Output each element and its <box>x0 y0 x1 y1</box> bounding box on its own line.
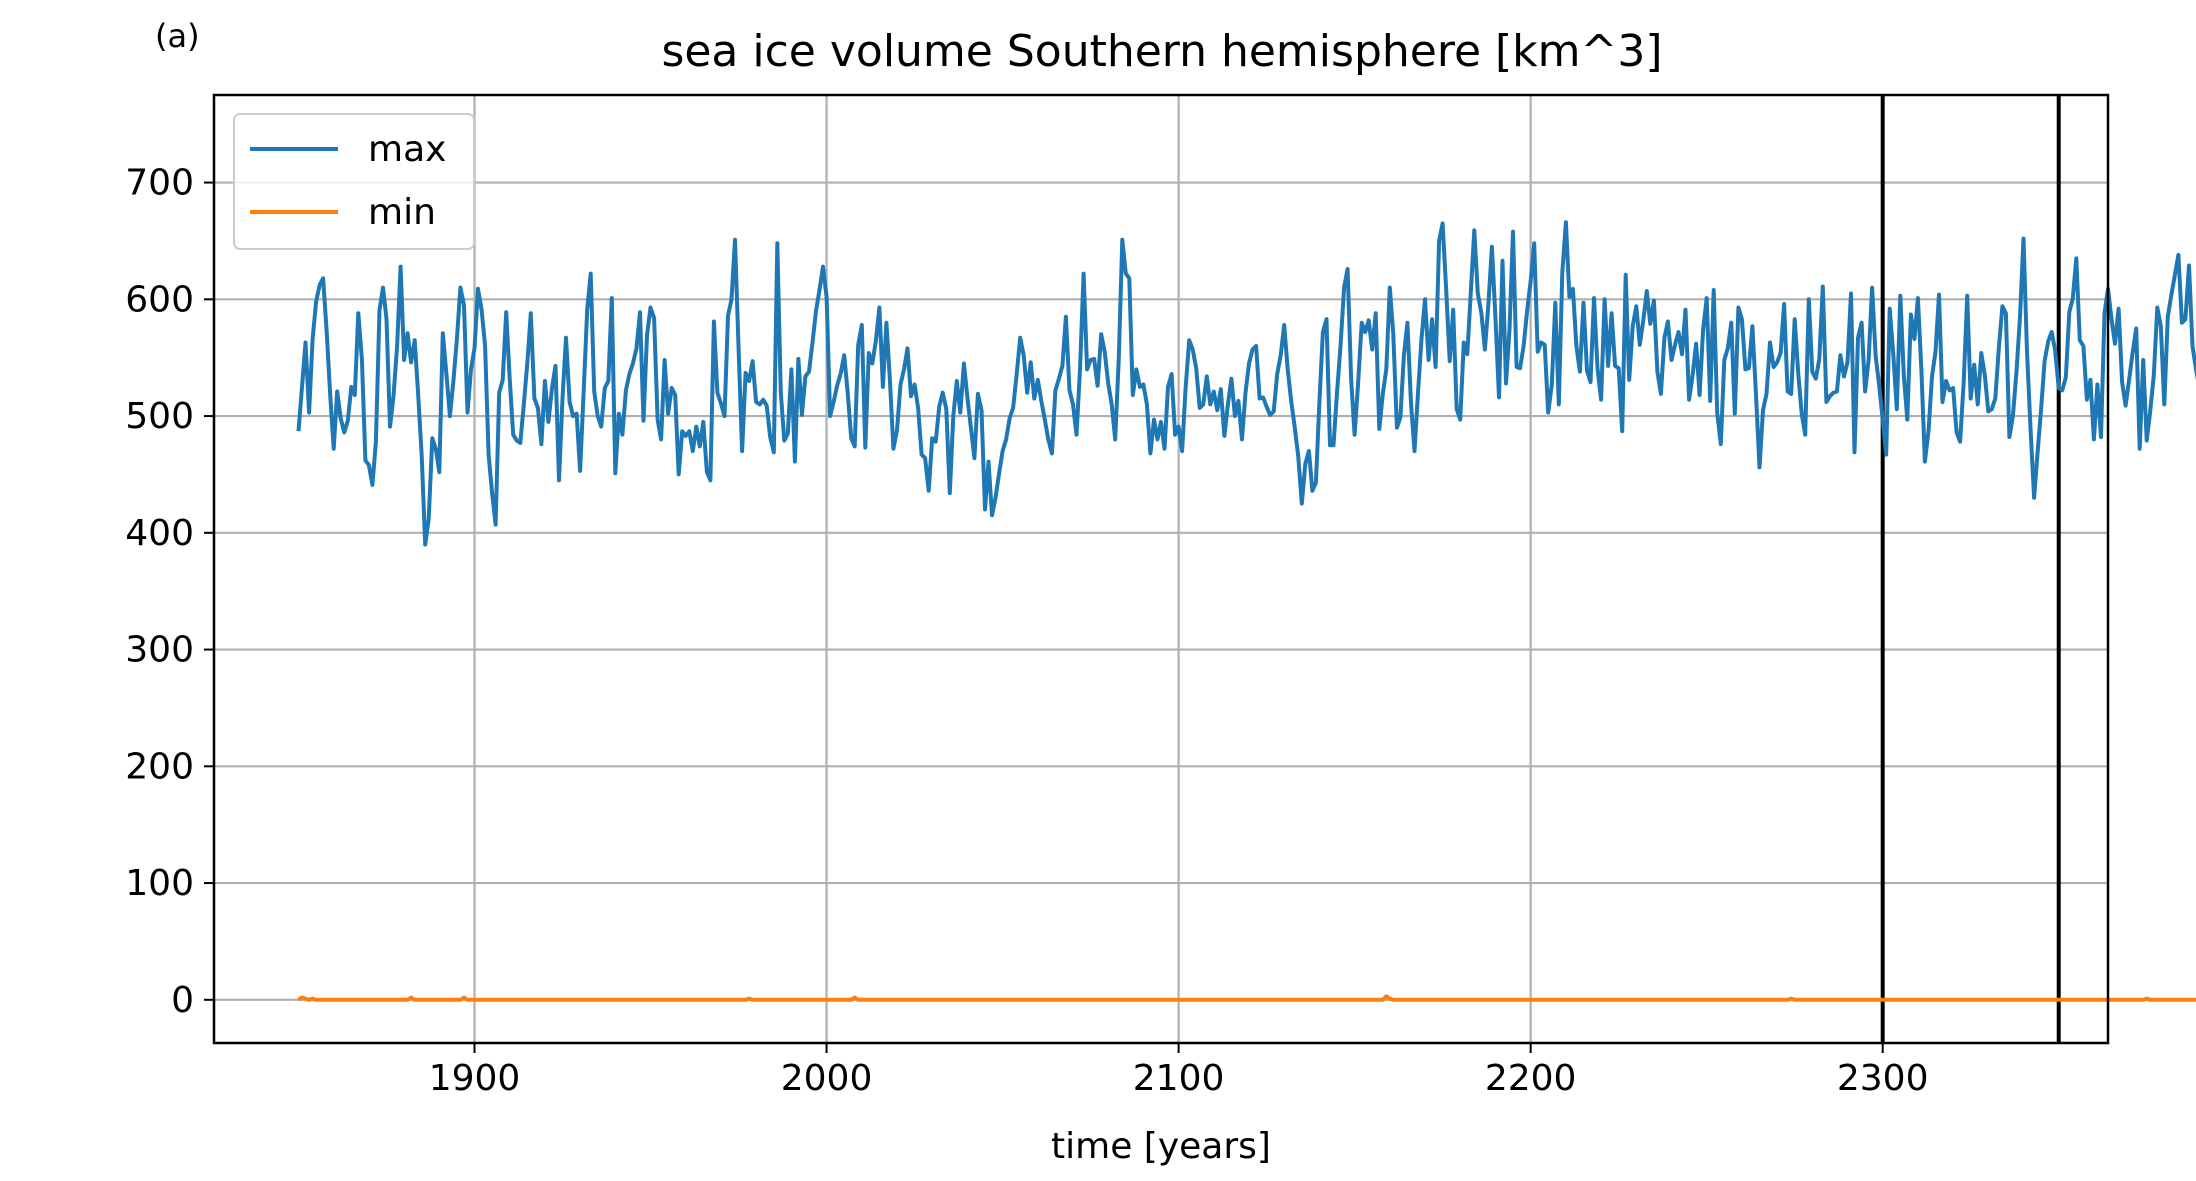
legend-label-max: max <box>368 129 446 170</box>
series-line-max <box>296 220 2196 547</box>
y-tick-label: 400 <box>125 513 194 554</box>
plot-frame <box>212 93 2110 1045</box>
y-tick-label: 200 <box>125 746 194 787</box>
series-lines <box>296 220 2196 1002</box>
x-axis-label: time [years] <box>1051 1126 1271 1167</box>
y-tick-label: 600 <box>125 279 194 320</box>
series-line-min <box>297 994 2196 1002</box>
x-tick-label: 2200 <box>1485 1058 1577 1099</box>
chart-title: sea ice volume Southern hemisphere [km^3… <box>661 26 1662 77</box>
y-tick-label: 100 <box>125 863 194 904</box>
y-tick-label: 700 <box>125 163 194 204</box>
x-tick-label: 2000 <box>781 1058 873 1099</box>
grid-lines <box>214 95 2108 1043</box>
x-tick-label: 2300 <box>1837 1058 1929 1099</box>
x-tick-label: 2100 <box>1133 1058 1225 1099</box>
y-tick-label: 500 <box>125 396 194 437</box>
legend[interactable]: max min <box>233 113 475 250</box>
y-axis: 0 100 200 300 400 500 600 700 <box>125 163 214 1021</box>
y-tick-label: 300 <box>125 630 194 671</box>
y-tick-label: 0 <box>171 980 194 1021</box>
x-tick-label: 1900 <box>429 1058 521 1099</box>
x-axis: 1900 2000 2100 2200 2300 <box>429 1043 1929 1099</box>
reference-lines <box>1880 95 2061 1043</box>
legend-label-min: min <box>368 192 436 233</box>
panel-label: (a) <box>155 17 200 55</box>
